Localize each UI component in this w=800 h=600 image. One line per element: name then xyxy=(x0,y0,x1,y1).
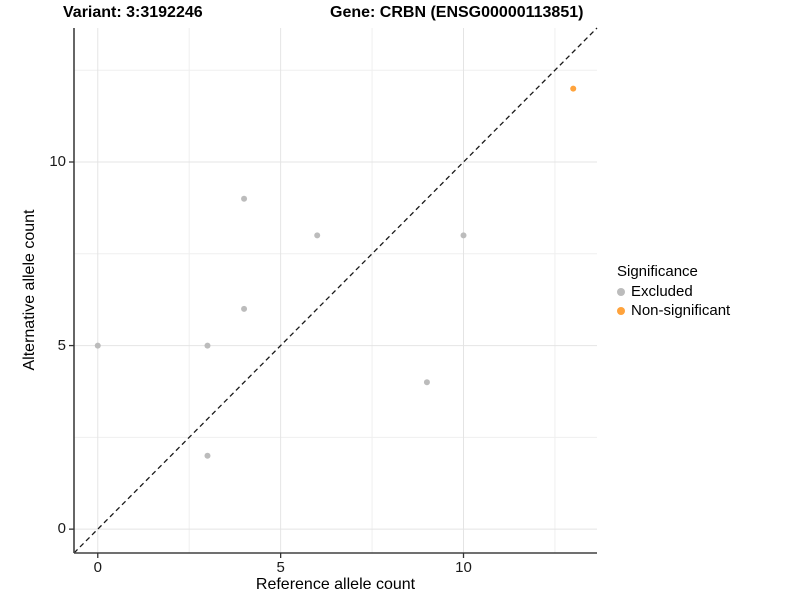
data-point-excluded xyxy=(460,232,467,239)
data-point-excluded xyxy=(204,452,211,459)
legend-items: Excluded Non-significant xyxy=(617,283,730,319)
x-axis-title: Reference allele count xyxy=(255,576,416,593)
plot-panel xyxy=(69,27,598,558)
plot-title-variant: Variant: 3:3192246 xyxy=(63,4,203,21)
data-point-excluded xyxy=(204,342,211,349)
identity-line xyxy=(73,27,598,554)
x-tick-label: 0 xyxy=(93,559,102,576)
data-point-excluded xyxy=(241,305,248,312)
y-tick-label: 10 xyxy=(49,153,66,170)
data-point-excluded xyxy=(314,232,321,239)
legend-item: Excluded xyxy=(617,283,730,300)
data-point-non-significant xyxy=(570,85,577,92)
legend-dot-icon xyxy=(617,287,625,296)
legend-item-label: Excluded xyxy=(631,283,693,300)
y-tick-label: 0 xyxy=(57,520,66,538)
legend-title: Significance xyxy=(617,263,698,280)
plot-title-gene: Gene: CRBN (ENSG00000113851) xyxy=(330,4,584,21)
legend-item-label: Non-significant xyxy=(631,302,731,319)
x-tick-label: 5 xyxy=(276,559,285,576)
y-tick-label: 5 xyxy=(57,336,66,354)
legend-dot-icon xyxy=(617,306,625,315)
plot-canvas xyxy=(69,27,598,558)
data-point-excluded xyxy=(94,342,101,349)
x-tick-label: 10 xyxy=(455,559,472,576)
legend: Significance Excluded Non-significant xyxy=(617,263,730,321)
data-point-excluded xyxy=(241,195,248,202)
data-point-excluded xyxy=(423,379,430,386)
legend-item: Non-significant xyxy=(617,302,730,319)
y-axis-title: Alternative allele count xyxy=(21,209,38,371)
